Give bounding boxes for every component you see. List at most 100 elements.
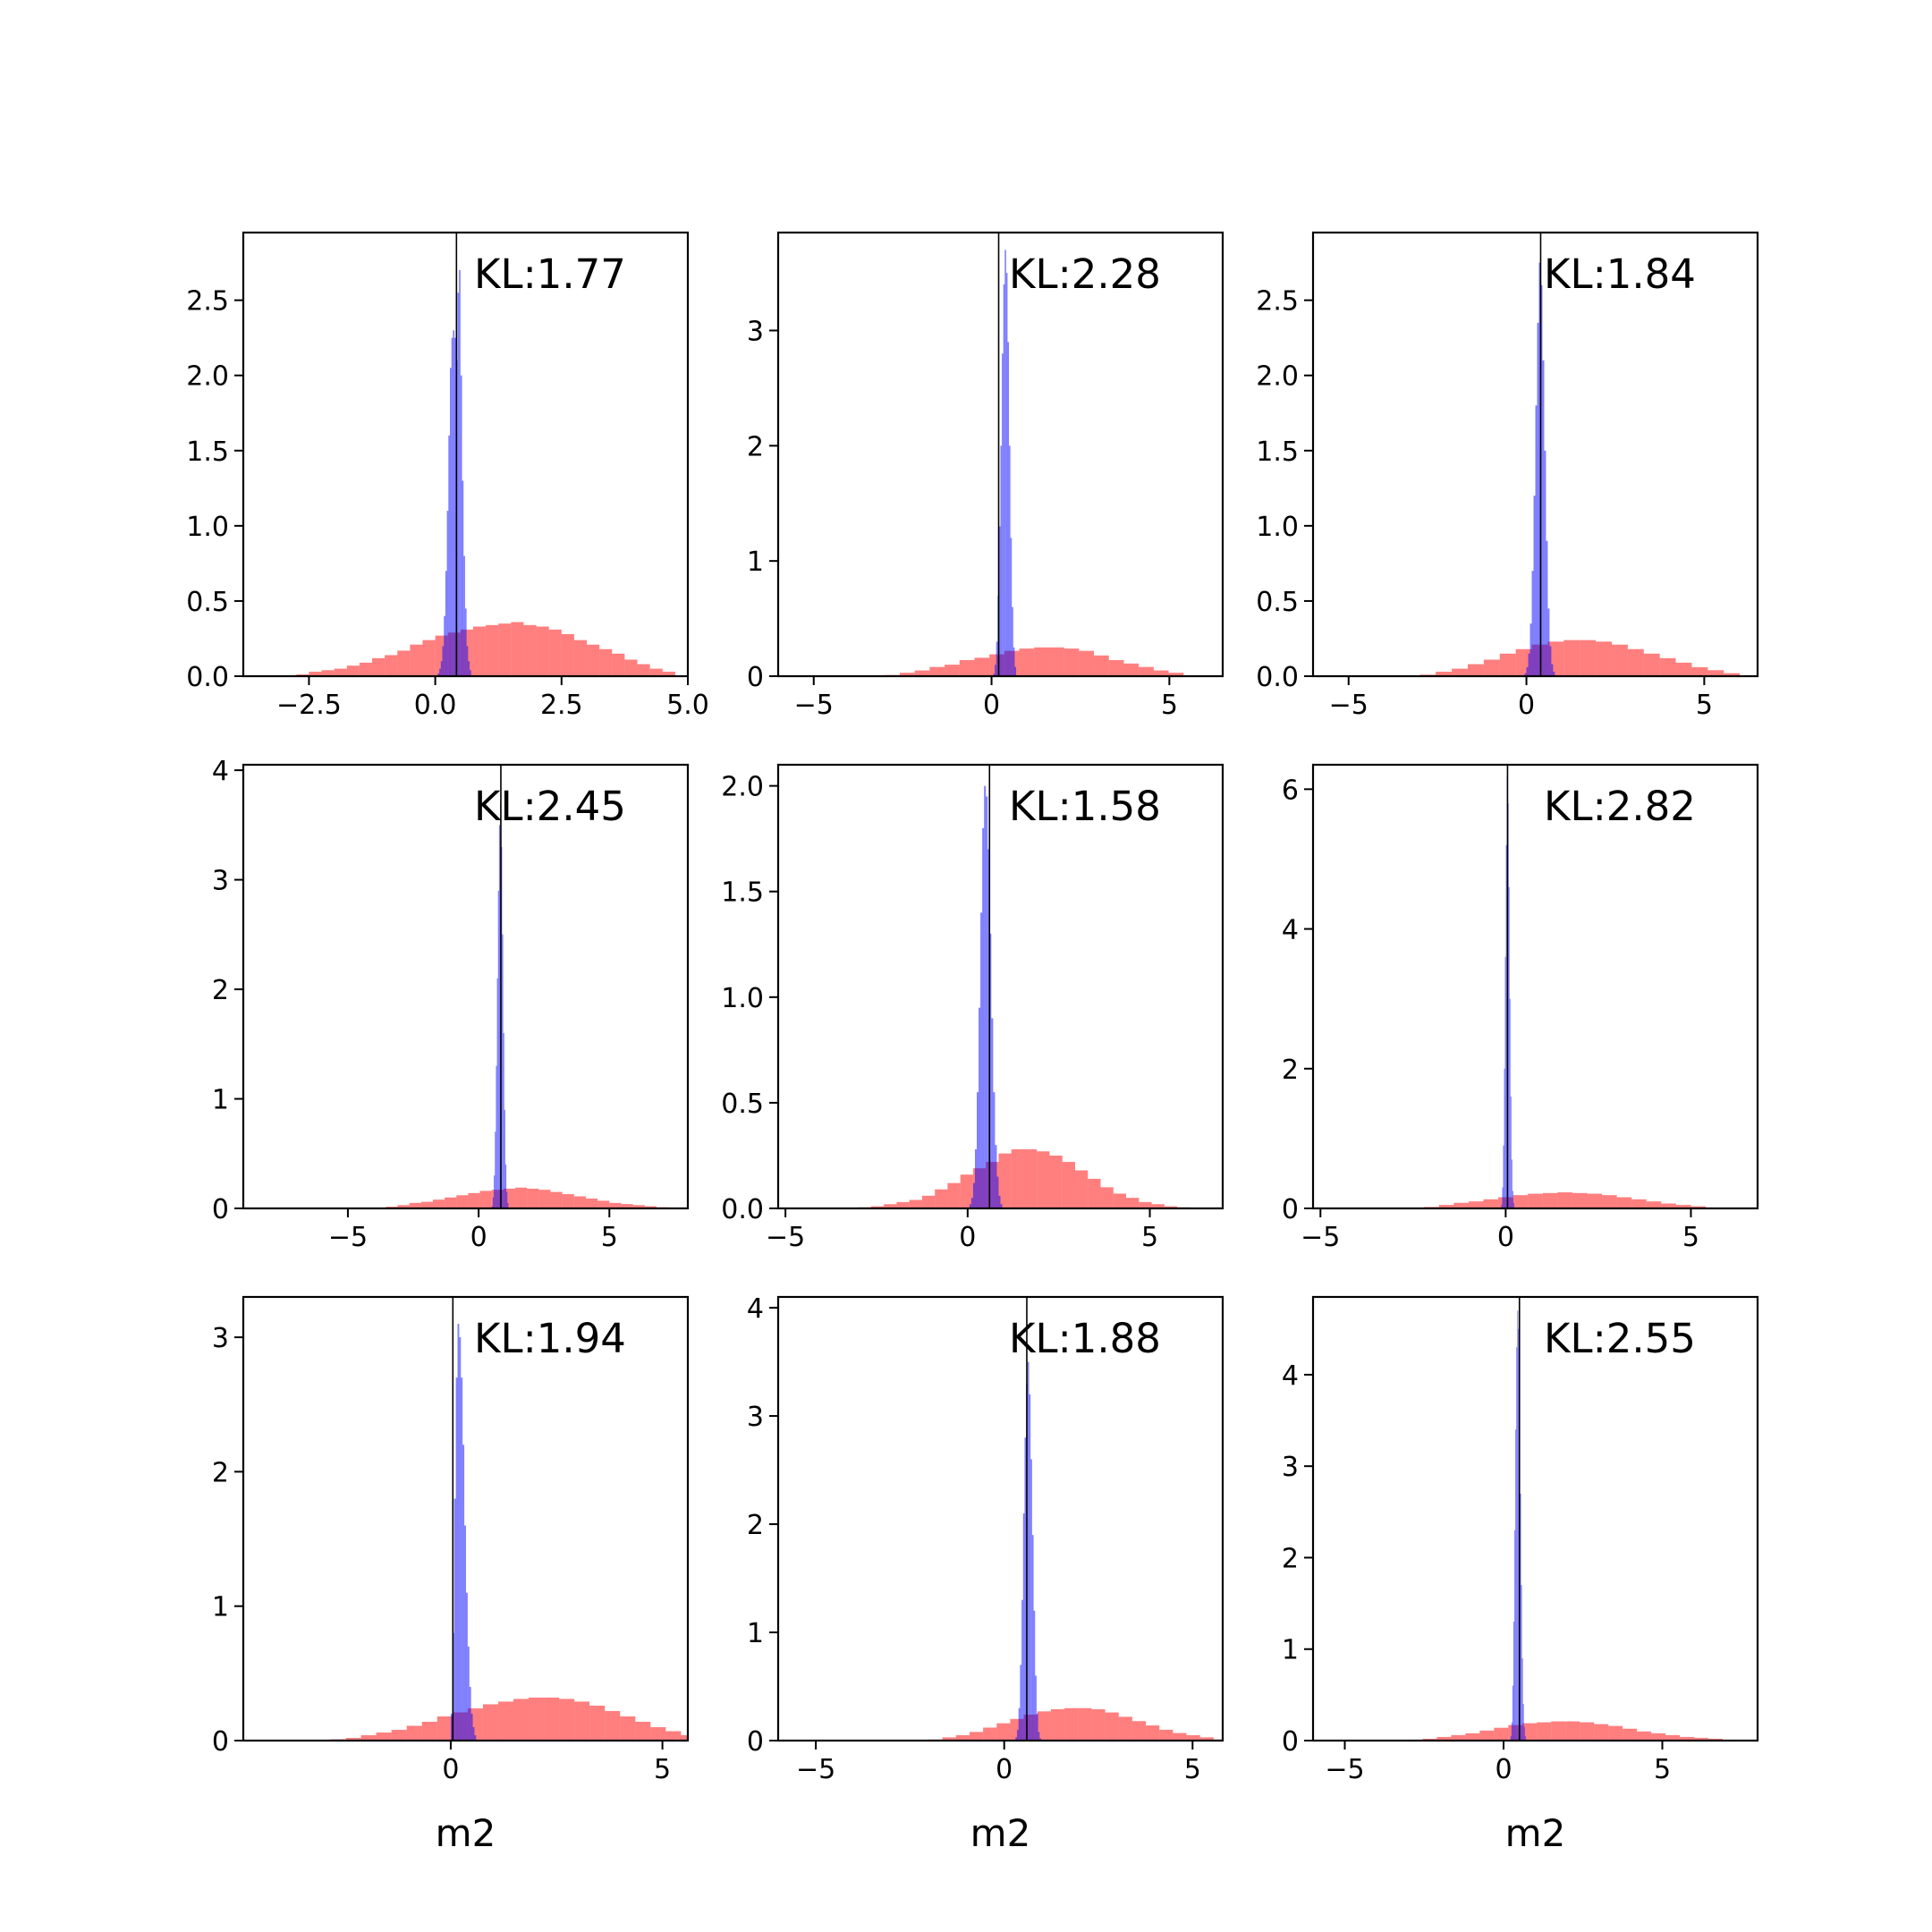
histogram-bar bbox=[609, 1202, 622, 1208]
histogram-bar bbox=[422, 640, 436, 676]
histogram-bar bbox=[498, 623, 512, 676]
histogram-bar bbox=[1164, 1206, 1178, 1208]
y-tick-label: 2.0 bbox=[186, 361, 229, 393]
histogram-bar bbox=[457, 1324, 460, 1741]
histogram-bar bbox=[498, 825, 501, 1208]
histogram-bar bbox=[464, 608, 467, 676]
histogram-bar bbox=[1516, 1347, 1518, 1741]
histogram-bar bbox=[1680, 1736, 1694, 1741]
subplot-9: −5 0 5 0 1 2 3 4 KL:2.55 m2 bbox=[1282, 1295, 1759, 1855]
histogram-bar bbox=[1661, 1203, 1676, 1208]
histogram-bar bbox=[624, 659, 638, 676]
histogram-bar bbox=[562, 1194, 574, 1208]
y-tick-label: 1.0 bbox=[721, 983, 764, 1014]
histogram-bar bbox=[983, 1727, 997, 1741]
histogram-bar bbox=[960, 1174, 973, 1208]
histogram-bar bbox=[454, 337, 456, 676]
histogram-bar bbox=[1553, 671, 1555, 676]
x-tick-label: 5 bbox=[601, 1222, 618, 1253]
histogram-bar bbox=[1514, 1530, 1516, 1741]
histogram-bar bbox=[947, 1182, 961, 1208]
histogram-bar bbox=[1524, 673, 1527, 676]
histogram-bar bbox=[1024, 1437, 1027, 1741]
histogram-bar bbox=[1521, 1585, 1522, 1741]
histogram-bar bbox=[589, 1705, 606, 1741]
histogram-bar bbox=[1517, 1310, 1519, 1741]
posterior-histogram bbox=[1510, 1310, 1526, 1741]
y-tick-label: 1 bbox=[1282, 1635, 1299, 1666]
histogram-bar bbox=[632, 1205, 645, 1208]
histogram-bar bbox=[969, 1732, 984, 1741]
histogram-bar bbox=[1563, 640, 1580, 676]
y-tick-label: 0.0 bbox=[721, 1194, 764, 1225]
histogram-bar bbox=[1537, 322, 1539, 676]
histogram-bar bbox=[440, 661, 443, 676]
histogram-bar bbox=[470, 670, 471, 676]
histogram-bar bbox=[1038, 1732, 1040, 1741]
y-tick-label: 0 bbox=[747, 662, 764, 693]
x-tick-label: 0 bbox=[996, 1754, 1013, 1785]
histogram-bar bbox=[914, 670, 930, 676]
kl-annotation: KL:1.84 bbox=[1544, 250, 1696, 298]
histogram-bar bbox=[1011, 1148, 1024, 1208]
histogram-bar bbox=[1504, 956, 1506, 1208]
subplot-1: −2.5 0.0 2.5 5.0 0.0 0.5 1.0 1.5 2.0 2.5 KL:1.77 bbox=[186, 231, 709, 721]
histogram-bar bbox=[1724, 673, 1741, 676]
y-tick-label: 0 bbox=[1282, 1194, 1299, 1225]
prior-histogram bbox=[858, 1148, 1191, 1208]
histogram-bar bbox=[561, 633, 574, 676]
histogram-bar bbox=[1499, 653, 1516, 676]
histogram-bar bbox=[620, 1716, 636, 1741]
histogram-bar bbox=[496, 978, 498, 1208]
histogram-bar bbox=[942, 1737, 956, 1741]
histogram-bar bbox=[1465, 1733, 1480, 1741]
x-axis-label: m2 bbox=[1505, 1811, 1566, 1855]
histogram-bar bbox=[470, 1713, 473, 1741]
y-tick-label: 0.5 bbox=[1256, 587, 1299, 618]
histogram-bar bbox=[1000, 445, 1003, 676]
histogram-bar bbox=[929, 666, 945, 676]
x-tick-label: −5 bbox=[1325, 1754, 1364, 1785]
histogram-bar bbox=[1616, 1197, 1632, 1208]
histogram-bar bbox=[1643, 653, 1660, 676]
histogram-bar bbox=[460, 375, 462, 676]
histogram-bar bbox=[464, 1525, 466, 1741]
y-tick-label: 3 bbox=[212, 1323, 229, 1354]
histogram-bar bbox=[585, 1198, 598, 1208]
axes-frame bbox=[242, 763, 690, 1210]
histogram-bar bbox=[1503, 1145, 1504, 1208]
histogram-bar bbox=[479, 1191, 492, 1208]
x-tick-label: −5 bbox=[766, 1222, 805, 1253]
y-tick-label: 1 bbox=[212, 1085, 229, 1116]
histogram-bar bbox=[1018, 1707, 1021, 1741]
histogram-bar bbox=[1017, 1729, 1019, 1741]
y-tick-label: 2 bbox=[212, 1457, 229, 1488]
histogram-bar bbox=[1510, 1097, 1512, 1208]
histogram-bar bbox=[1199, 1737, 1214, 1741]
histogram-bar bbox=[511, 622, 524, 676]
histogram-bar bbox=[1064, 1707, 1079, 1741]
histogram-bar bbox=[587, 644, 600, 676]
histogram-bar bbox=[1508, 886, 1510, 1208]
histogram-bar bbox=[1123, 663, 1140, 676]
plot-area bbox=[374, 765, 681, 1208]
histogram-bar bbox=[1131, 1721, 1147, 1741]
histogram-bar bbox=[445, 571, 447, 676]
x-tick-label: 5 bbox=[1184, 1754, 1201, 1785]
posterior-histogram bbox=[1524, 262, 1555, 676]
histogram-bar bbox=[989, 933, 992, 1208]
histogram-bar bbox=[1521, 1657, 1523, 1741]
histogram-bar bbox=[955, 1734, 970, 1741]
y-tick-label: 0.5 bbox=[721, 1089, 764, 1120]
histogram-bar bbox=[466, 646, 469, 676]
y-tick-label: 1 bbox=[747, 547, 764, 578]
subplot-4: −5 0 5 0 1 2 3 4 KL:2.45 bbox=[212, 756, 690, 1253]
y-tick-label: 4 bbox=[747, 1293, 764, 1325]
histogram-bar bbox=[523, 624, 537, 676]
histogram-bar bbox=[385, 655, 398, 676]
histogram-bar bbox=[974, 1148, 978, 1208]
y-tick-label: 2 bbox=[212, 975, 229, 1006]
histogram-bar bbox=[1039, 1738, 1041, 1741]
histogram-bar bbox=[945, 665, 960, 676]
